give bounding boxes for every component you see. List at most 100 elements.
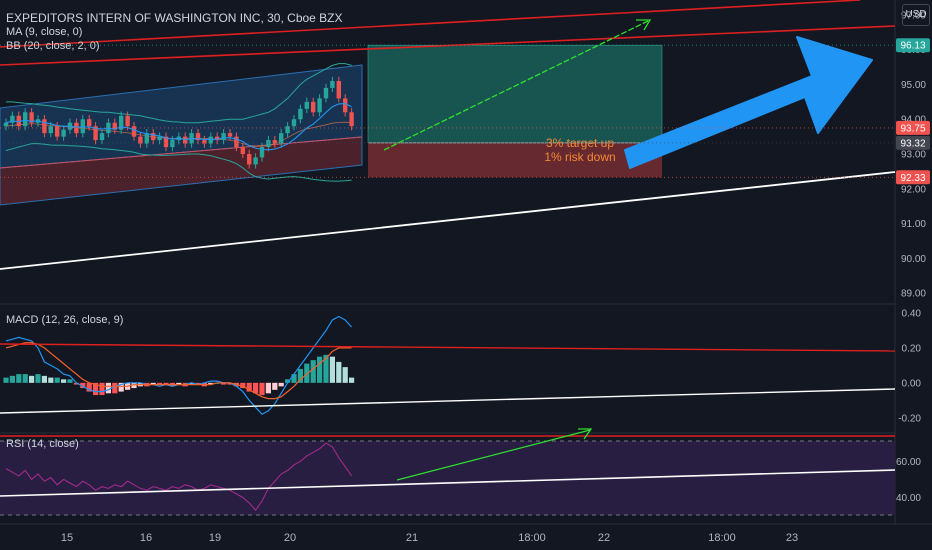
time-axis-label: 19 — [209, 532, 221, 544]
candle-body — [3, 122, 9, 127]
macd-histogram-bar — [163, 382, 169, 385]
candle-body — [208, 136, 213, 144]
macd-histogram-bar — [35, 374, 41, 383]
candle-body — [119, 115, 124, 130]
candle-body — [247, 154, 252, 165]
macd-axis-tick: -0.20 — [898, 413, 921, 424]
candle-body — [144, 133, 149, 144]
rsi-axis-tick: 60.00 — [896, 457, 921, 468]
candle-body — [131, 126, 137, 137]
rsi-line — [5, 442, 353, 511]
macd-histogram-bar — [349, 377, 355, 383]
blue-arrow[interactable] — [624, 36, 873, 169]
time-axis-label: 20 — [284, 532, 296, 544]
currency-badge[interactable]: USD — [902, 4, 930, 26]
candle-body — [10, 115, 15, 123]
macd-histogram-bar — [195, 382, 201, 385]
candle-body — [138, 136, 143, 144]
ma-legend[interactable]: MA (9, close, 0) — [6, 26, 83, 38]
macd-histogram-bar — [22, 374, 28, 383]
macd-histogram-bar — [16, 374, 22, 383]
macd-histogram-bar — [310, 360, 316, 383]
macd-legend[interactable]: MACD (12, 26, close, 9) — [6, 314, 124, 326]
white-trendline-price[interactable] — [0, 171, 896, 270]
candle-body — [202, 140, 207, 144]
time-axis-label: 15 — [61, 532, 73, 544]
symbol-title[interactable]: EXPEDITORS INTERN OF WASHINGTON INC, 30,… — [6, 11, 343, 25]
bb-upper-line — [6, 63, 352, 124]
candle-body — [298, 108, 303, 120]
macd-histogram-bar — [304, 363, 310, 383]
price-tag: 93.32 — [0, 135, 930, 150]
macd-histogram-bar — [278, 382, 284, 387]
rsi-legend[interactable]: RSI (14, close) — [6, 438, 79, 450]
candle-body — [234, 136, 239, 148]
price-axis-tick: 90.00 — [901, 254, 926, 265]
macd-histogram-bar — [246, 382, 252, 392]
macd-histogram-bar — [221, 382, 227, 385]
time-axis-label: 16 — [140, 532, 152, 544]
macd-histogram-bar — [291, 374, 297, 383]
candle-body — [163, 136, 169, 148]
candle-body — [227, 133, 233, 137]
red-line-macd[interactable] — [0, 343, 896, 352]
macd-histogram-bar — [265, 382, 271, 394]
white-line-rsi[interactable] — [0, 469, 896, 497]
price-tag-label: 93.75 — [900, 123, 925, 134]
macd-histogram-bar — [29, 375, 35, 383]
candle-body — [266, 140, 271, 148]
red-trendline-steep[interactable] — [0, 0, 861, 48]
price-tag-box — [896, 170, 930, 185]
candle-body — [189, 133, 194, 144]
candle-body — [55, 126, 60, 137]
macd-histogram-bar — [227, 382, 233, 385]
candle-body — [253, 157, 258, 165]
white-line-macd[interactable] — [0, 388, 896, 414]
macd-axis-tick: 0.00 — [902, 378, 922, 389]
candle-body — [259, 147, 265, 158]
long-position-tool[interactable] — [367, 44, 663, 178]
time-axis-label: 21 — [406, 532, 418, 544]
candle-body — [93, 126, 98, 141]
candle-body — [343, 98, 348, 113]
macd-signal-line — [5, 342, 352, 400]
macd-histogram-bar — [112, 382, 118, 394]
price-axis-tick: 95.00 — [901, 80, 926, 91]
candle-body — [183, 136, 188, 144]
candle-body — [317, 98, 322, 113]
green-arrow-rsi[interactable] — [396, 428, 593, 481]
rsi-axis-tick: 40.00 — [896, 493, 921, 504]
candle-body — [112, 122, 117, 130]
time-axis-label: 18:00 — [518, 532, 546, 544]
candle-body — [80, 119, 85, 134]
price-tag: 96.13 — [0, 38, 930, 53]
macd-histogram-bar — [342, 367, 348, 383]
red-trendline-upper[interactable] — [0, 25, 896, 66]
bb-lower-line — [5, 143, 352, 182]
macd-histogram-bar — [118, 382, 124, 392]
candle-body — [87, 119, 92, 127]
candle-body — [195, 133, 201, 141]
macd-histogram-bar — [80, 382, 86, 389]
candle-body — [151, 133, 156, 141]
macd-histogram-bar — [150, 382, 156, 385]
green-arrow-price[interactable] — [383, 19, 652, 151]
macd-histogram-bar — [208, 382, 214, 385]
price-axis-tick: 97.00 — [901, 10, 926, 21]
macd-histogram-bar — [3, 377, 9, 383]
macd-histogram-bar — [272, 382, 278, 390]
macd-histogram-bar — [41, 375, 47, 383]
candle-body — [157, 136, 162, 141]
candle-body — [291, 119, 297, 127]
macd-histogram-bar — [67, 379, 73, 383]
candle-body — [48, 126, 53, 134]
candle-body — [42, 119, 47, 134]
macd-histogram-bar — [329, 356, 335, 383]
bb-legend[interactable]: BB (20, close, 2, 0) — [6, 40, 100, 52]
price-axis-tick: 91.00 — [901, 219, 926, 230]
price-tag: 92.33 — [0, 170, 930, 185]
macd-histogram-bar — [48, 377, 54, 383]
macd-histogram-bar — [54, 377, 60, 383]
macd-histogram-bar — [73, 382, 79, 385]
